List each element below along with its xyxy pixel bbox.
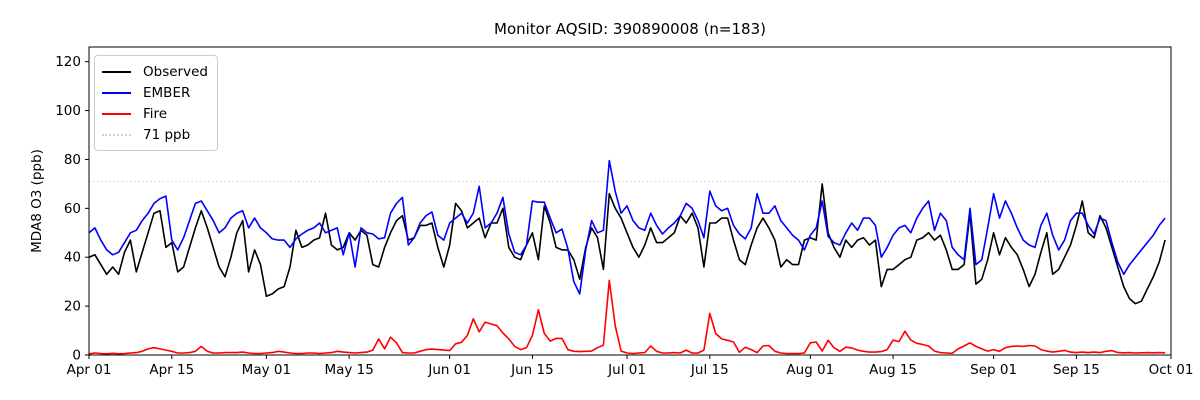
x-tick-label: Jul 01 xyxy=(607,362,646,378)
threshold-line-icon xyxy=(102,133,131,136)
x-tick-label: Sep 15 xyxy=(1053,362,1100,378)
ember-line-icon xyxy=(102,91,131,94)
observed-line-icon xyxy=(102,70,131,73)
x-tick-label: Jun 15 xyxy=(510,362,554,378)
y-tick-label: 80 xyxy=(64,152,81,168)
fire-line-icon xyxy=(102,112,131,115)
legend-label-threshold: 71 ppb xyxy=(143,126,191,143)
x-tick-label: May 01 xyxy=(242,362,291,378)
chart-title: Monitor AQSID: 390890008 (n=183) xyxy=(494,20,766,38)
x-tick-label: Apr 01 xyxy=(67,362,112,378)
legend: Observed EMBER Fire 71 ppb xyxy=(94,55,218,151)
y-tick-label: 40 xyxy=(64,250,81,266)
x-tick-label: May 15 xyxy=(324,362,373,378)
y-tick-label: 60 xyxy=(64,201,81,217)
x-tick-label: Aug 15 xyxy=(869,362,917,378)
x-tick-label: Sep 01 xyxy=(970,362,1017,378)
x-tick-label: Jun 01 xyxy=(427,362,471,378)
legend-item-fire: Fire xyxy=(102,103,209,124)
y-tick-label: 100 xyxy=(55,103,81,119)
y-tick-label: 120 xyxy=(55,54,81,70)
series-line-ember xyxy=(88,159,1166,295)
x-tick-label: Apr 15 xyxy=(149,362,194,378)
x-tick-label: Aug 01 xyxy=(786,362,834,378)
series-line-observed xyxy=(88,183,1166,305)
legend-label-observed: Observed xyxy=(143,63,208,80)
legend-item-ember: EMBER xyxy=(102,82,209,103)
legend-label-fire: Fire xyxy=(143,105,168,122)
axes-spines xyxy=(88,46,1172,356)
series-line-fire xyxy=(88,279,1166,355)
legend-item-threshold: 71 ppb xyxy=(102,124,209,145)
y-tick-label: 20 xyxy=(64,299,81,315)
y-tick-label: 0 xyxy=(72,348,81,364)
x-tick-label: Oct 01 xyxy=(1149,362,1194,378)
x-tick-label: Jul 15 xyxy=(690,362,729,378)
legend-label-ember: EMBER xyxy=(143,84,191,101)
legend-item-observed: Observed xyxy=(102,61,209,82)
